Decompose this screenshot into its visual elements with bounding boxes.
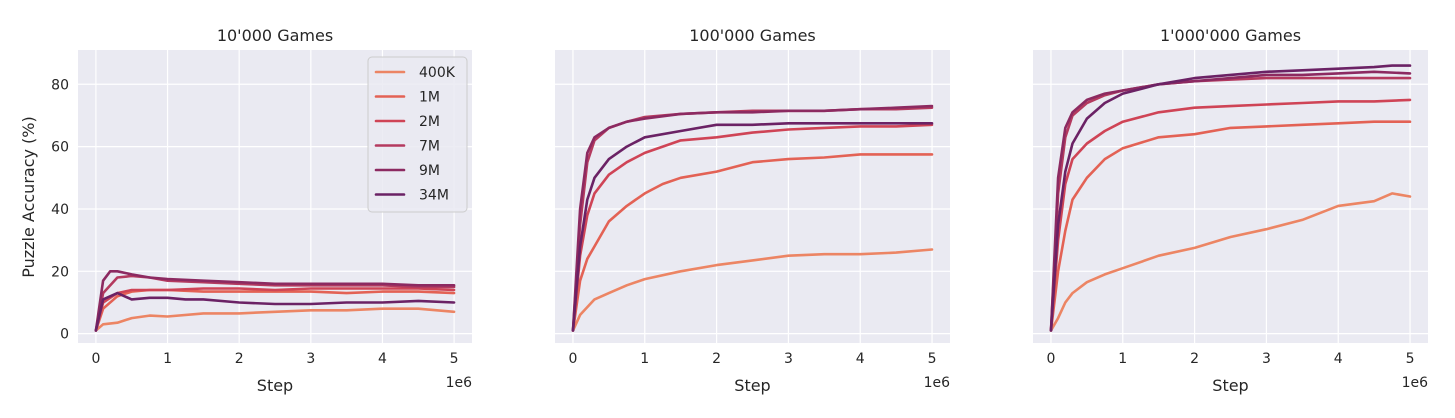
series-line-2m [1049,98,1412,332]
y-tick-label: 80 [51,77,69,93]
x-tick-label: 0 [568,351,577,367]
x-tick-label: 2 [1190,351,1199,367]
legend: 400K 1M 2M 7M 9M 34M [367,56,468,213]
x-tick-label: 2 [712,351,721,367]
y-tick-label: 0 [60,327,69,343]
series-line-34m [571,122,934,332]
x-axis-label: Step [734,376,770,395]
x-tick-label: 3 [1262,351,1271,367]
x-tick-label: 3 [306,351,315,367]
legend-label: 1M [419,90,440,106]
panel-2: 0 1 2 3 4 5 100'000 Games Step 1e6 [555,26,950,395]
series-line-34m [1049,64,1412,332]
series-line-2m [94,287,456,332]
y-tick-label: 40 [51,202,69,218]
series-line-9m [571,104,934,332]
x-tick-label: 1 [640,351,649,367]
plot-background [1033,50,1428,343]
series-line-400k [571,248,934,332]
x-tick-label: 4 [856,351,865,367]
x-tick-label: 0 [1046,351,1055,367]
panel-title: 1'000'000 Games [1160,26,1301,45]
legend-label: 7M [419,139,440,155]
series-line-34m [94,291,456,332]
series-line-1m [1049,120,1412,332]
x-tick-label: 3 [784,351,793,367]
series-line-7m [94,274,456,332]
panel-3: 0 1 2 3 4 5 1'000'000 Games Step 1e6 [1033,26,1428,395]
x-tick-label: 0 [91,351,100,367]
y-tick-label: 20 [51,264,69,280]
x-tick-label: 5 [450,351,459,367]
x-exponent-label: 1e6 [924,375,951,391]
x-tick-label: 4 [1334,351,1343,367]
series-line-1m [571,153,934,332]
series-line-400k [1049,192,1412,332]
x-tick-label: 1 [163,351,172,367]
x-tick-label: 5 [1406,351,1415,367]
y-tick-label: 60 [51,140,69,156]
series-line-400k [94,307,456,332]
x-tick-label: 2 [235,351,244,367]
series-line-9m [94,269,456,332]
x-tick-label: 5 [928,351,937,367]
panel-title: 100'000 Games [689,26,816,45]
x-tick-label: 4 [378,351,387,367]
legend-label: 2M [419,114,440,130]
panel-title: 10'000 Games [217,26,333,45]
legend-label: 9M [419,163,440,179]
x-axis-label: Step [257,376,293,395]
panel-1: 0 1 2 3 4 5 0 20 40 60 80 10'000 Games Step 1e6 400K 1M… [51,26,472,395]
series-line-2m [571,123,934,332]
legend-label: 400K [419,65,456,81]
y-axis-label: Puzzle Accuracy (%) [19,116,38,278]
legend-label: 34M [419,188,449,204]
x-exponent-label: 1e6 [446,375,473,391]
plot-background [555,50,950,343]
x-axis-label: Step [1212,376,1248,395]
x-tick-label: 1 [1118,351,1127,367]
x-exponent-label: 1e6 [1402,375,1429,391]
